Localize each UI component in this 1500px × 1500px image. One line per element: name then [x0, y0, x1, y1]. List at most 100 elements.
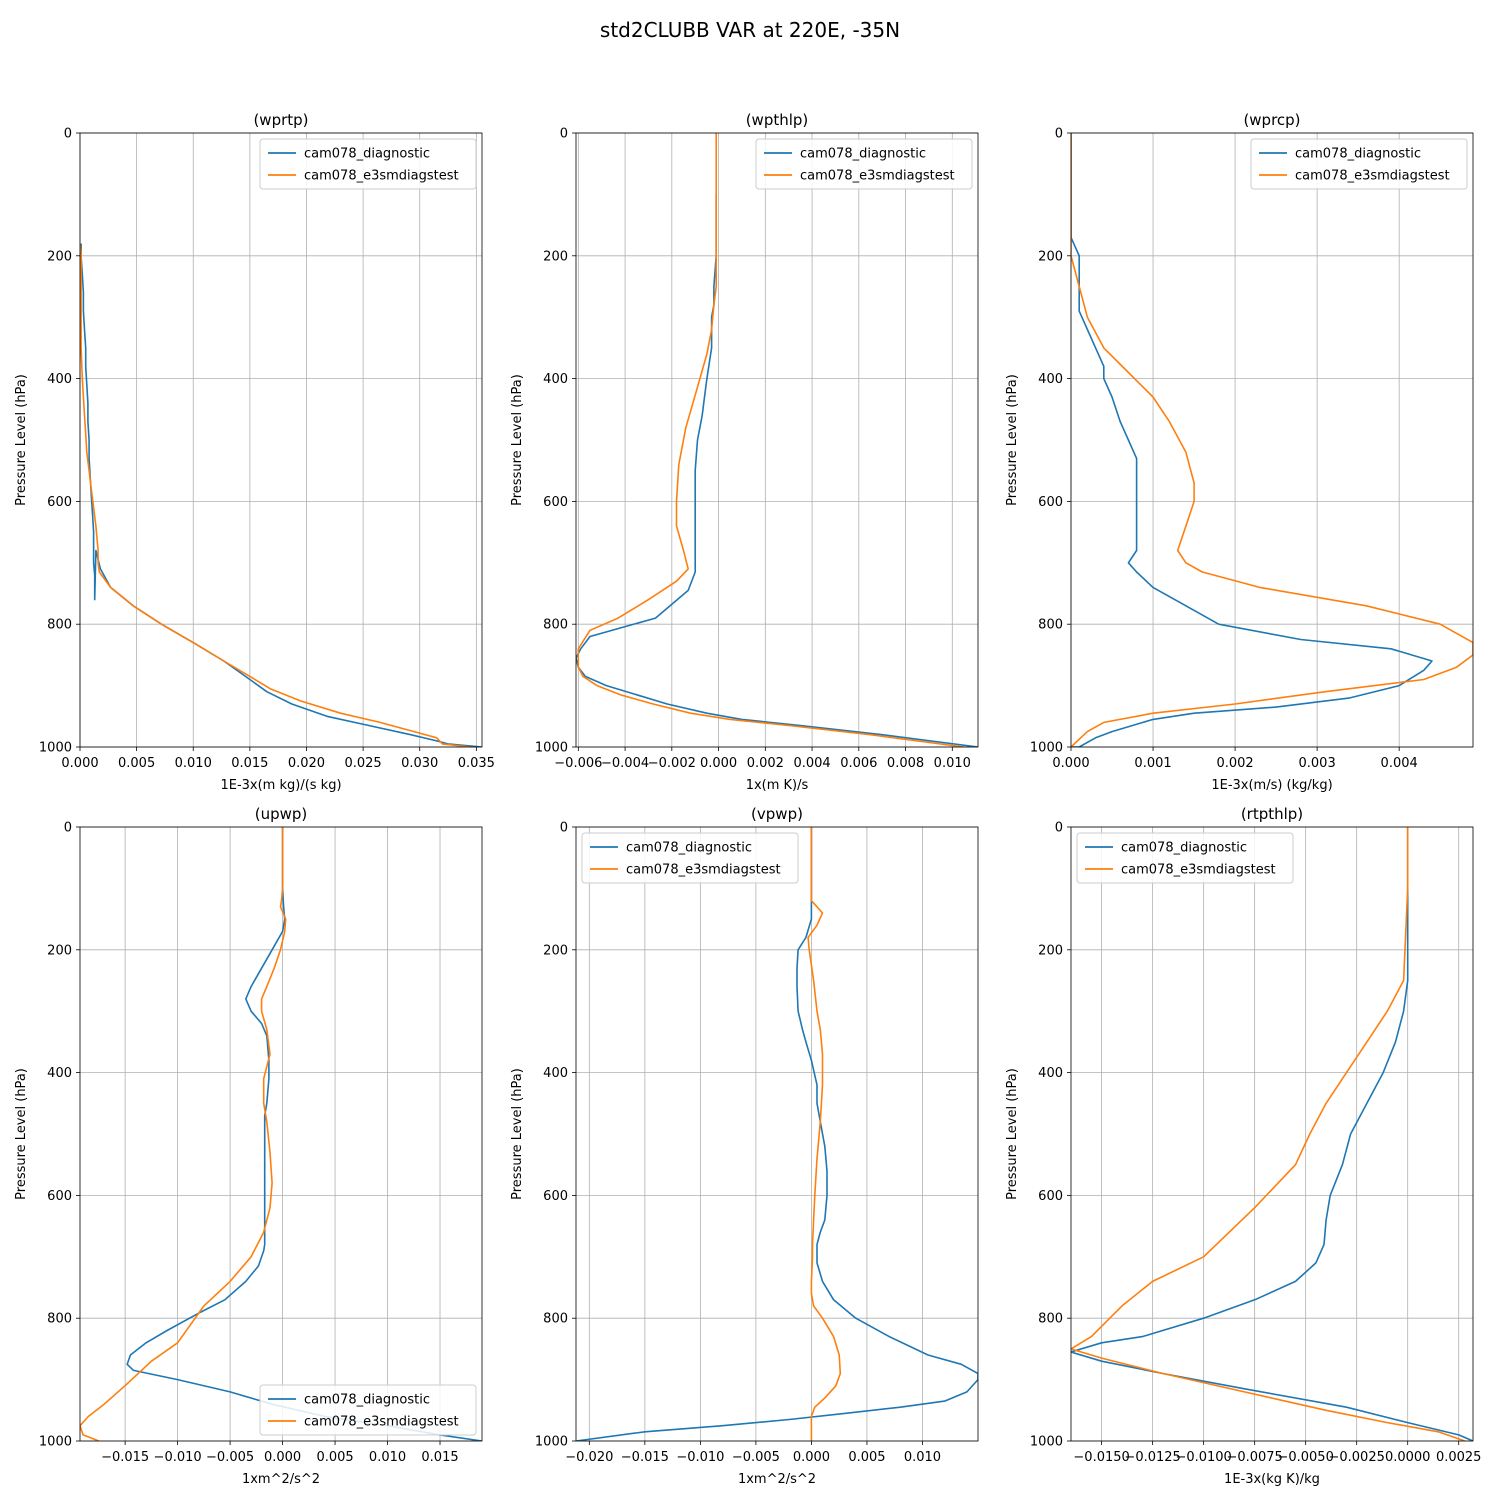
- legend: cam078_diagnostic cam078_e3smdiagstest: [259, 1384, 477, 1436]
- x-tick-label: −0.0025: [1328, 1450, 1384, 1465]
- x-tick-label: −0.002: [648, 756, 696, 771]
- y-tick-label: 0: [64, 127, 72, 142]
- x-tick-label: −0.005: [206, 1450, 254, 1465]
- y-tick-label: 600: [1038, 1189, 1063, 1204]
- x-tick-label: −0.005: [732, 1450, 780, 1465]
- series-line-cam078_diagnostic: [1071, 827, 1473, 1441]
- x-tick-label: −0.020: [565, 1450, 613, 1465]
- y-tick-label: 0: [64, 821, 72, 836]
- y-tick-label: 600: [47, 1189, 72, 1204]
- x-tick-label: 0.004: [793, 756, 830, 771]
- panel-title: (upwp): [255, 805, 308, 823]
- y-tick-label: 400: [543, 372, 568, 387]
- y-tick-label: 200: [47, 943, 72, 958]
- y-tick-label: 800: [47, 618, 72, 633]
- legend-label: cam078_diagnostic: [626, 841, 752, 856]
- series-line-cam078_e3smdiagstest: [80, 243, 471, 747]
- panel-title: (wpthlp): [746, 111, 809, 129]
- chart-panel-5: −0.020 −0.015 −0.010 −0.005 0.000 0.005 0.010 0…: [510, 805, 979, 1487]
- legend-label: cam078_e3smdiagstest: [1295, 169, 1450, 184]
- legend-label: cam078_diagnostic: [800, 147, 926, 162]
- y-tick-label: 400: [1038, 372, 1063, 387]
- y-tick-label: 400: [47, 1066, 72, 1081]
- y-axis-label: Pressure Level (hPa): [14, 1068, 29, 1200]
- x-tick-label: −0.006: [554, 756, 602, 771]
- y-tick-label: 1000: [39, 741, 72, 756]
- series-line-cam078_e3smdiagstest: [577, 133, 965, 747]
- legend-frame: [581, 832, 799, 884]
- legend: cam078_diagnostic cam078_e3smdiagstest: [581, 832, 799, 884]
- legend: cam078_diagnostic cam078_e3smdiagstest: [1250, 138, 1468, 190]
- y-tick-label: 200: [543, 943, 568, 958]
- axes-frame: [79, 826, 483, 1442]
- y-tick-label: 800: [47, 1312, 72, 1327]
- y-tick-label: 1000: [535, 1435, 568, 1450]
- y-axis-label: Pressure Level (hPa): [510, 374, 525, 506]
- x-tick-label: 0.000: [1052, 756, 1089, 771]
- x-tick-label: 0.0000: [1385, 1450, 1431, 1465]
- legend: cam078_diagnostic cam078_e3smdiagstest: [1076, 832, 1294, 884]
- x-tick-label: 0.001: [1134, 756, 1171, 771]
- x-axis-label: 1xm^2/s^2: [738, 1472, 816, 1487]
- series-group: [1071, 133, 1473, 747]
- figure-title: std2CLUBB VAR at 220E, -35N: [600, 18, 900, 42]
- legend-label: cam078_e3smdiagstest: [800, 169, 955, 184]
- y-tick-label: 1000: [1030, 741, 1063, 756]
- x-tick-label: 0.000: [700, 756, 737, 771]
- x-tick-label: 0.006: [840, 756, 877, 771]
- x-tick-label: −0.0125: [1124, 1450, 1180, 1465]
- y-axis-label: Pressure Level (hPa): [1005, 374, 1020, 506]
- x-tick-label: 0.000: [61, 756, 98, 771]
- x-tick-label: 0.010: [934, 756, 971, 771]
- x-tick-label: 0.0025: [1436, 1450, 1482, 1465]
- y-tick-label: 200: [543, 249, 568, 264]
- x-tick-label: 0.010: [904, 1450, 941, 1465]
- x-tick-label: 0.035: [458, 756, 495, 771]
- x-tick-label: −0.0075: [1226, 1450, 1282, 1465]
- y-tick-label: 400: [1038, 1066, 1063, 1081]
- x-tick-label: 0.030: [401, 756, 438, 771]
- x-tick-label: −0.010: [676, 1450, 724, 1465]
- series-group: [80, 243, 482, 747]
- legend-frame: [259, 138, 477, 190]
- x-tick-label: −0.004: [601, 756, 649, 771]
- series-line-cam078_e3smdiagstest: [807, 827, 842, 1441]
- x-axis-label: 1E-3x(m kg)/(s kg): [220, 778, 341, 793]
- panel-title: (wprtp): [253, 111, 308, 129]
- y-tick-label: 600: [543, 495, 568, 510]
- x-tick-label: 0.000: [264, 1450, 301, 1465]
- chart-panel-1: 0.000 0.005 0.010 0.015 0.020 0.025 0.030 0.035…: [14, 111, 495, 793]
- series-group: [1071, 827, 1473, 1441]
- y-tick-label: 1000: [535, 741, 568, 756]
- x-tick-label: 0.003: [1299, 756, 1336, 771]
- x-tick-label: −0.0150: [1073, 1450, 1129, 1465]
- y-tick-label: 400: [543, 1066, 568, 1081]
- y-tick-label: 600: [1038, 495, 1063, 510]
- chart-panel-3: 0.000 0.001 0.002 0.003 0.004 0 200 400 600 800 10…: [1005, 111, 1474, 793]
- y-axis-label: Pressure Level (hPa): [1005, 1068, 1020, 1200]
- x-tick-label: −0.015: [101, 1450, 149, 1465]
- x-axis-label: 1E-3x(m/s) (kg/kg): [1211, 778, 1332, 793]
- y-tick-label: 0: [560, 127, 568, 142]
- legend-label: cam078_e3smdiagstest: [1121, 863, 1276, 878]
- panel-title: (vpwp): [751, 805, 803, 823]
- axes-frame: [575, 132, 979, 748]
- y-tick-label: 200: [1038, 249, 1063, 264]
- series-group: [80, 827, 482, 1441]
- legend-label: cam078_e3smdiagstest: [304, 169, 459, 184]
- x-tick-label: 0.005: [848, 1450, 885, 1465]
- y-axis-label: Pressure Level (hPa): [14, 374, 29, 506]
- x-tick-label: 0.002: [747, 756, 784, 771]
- y-tick-label: 600: [543, 1189, 568, 1204]
- x-tick-label: 0.002: [1216, 756, 1253, 771]
- series-group: [576, 827, 978, 1441]
- x-tick-label: 0.005: [118, 756, 155, 771]
- series-line-cam078_e3smdiagstest: [1071, 133, 1473, 747]
- x-tick-label: −0.010: [154, 1450, 202, 1465]
- legend: cam078_diagnostic cam078_e3smdiagstest: [755, 138, 973, 190]
- legend-frame: [1250, 138, 1468, 190]
- y-tick-label: 800: [1038, 618, 1063, 633]
- x-tick-label: 0.015: [421, 1450, 458, 1465]
- x-tick-label: −0.015: [621, 1450, 669, 1465]
- legend-label: cam078_diagnostic: [1121, 841, 1247, 856]
